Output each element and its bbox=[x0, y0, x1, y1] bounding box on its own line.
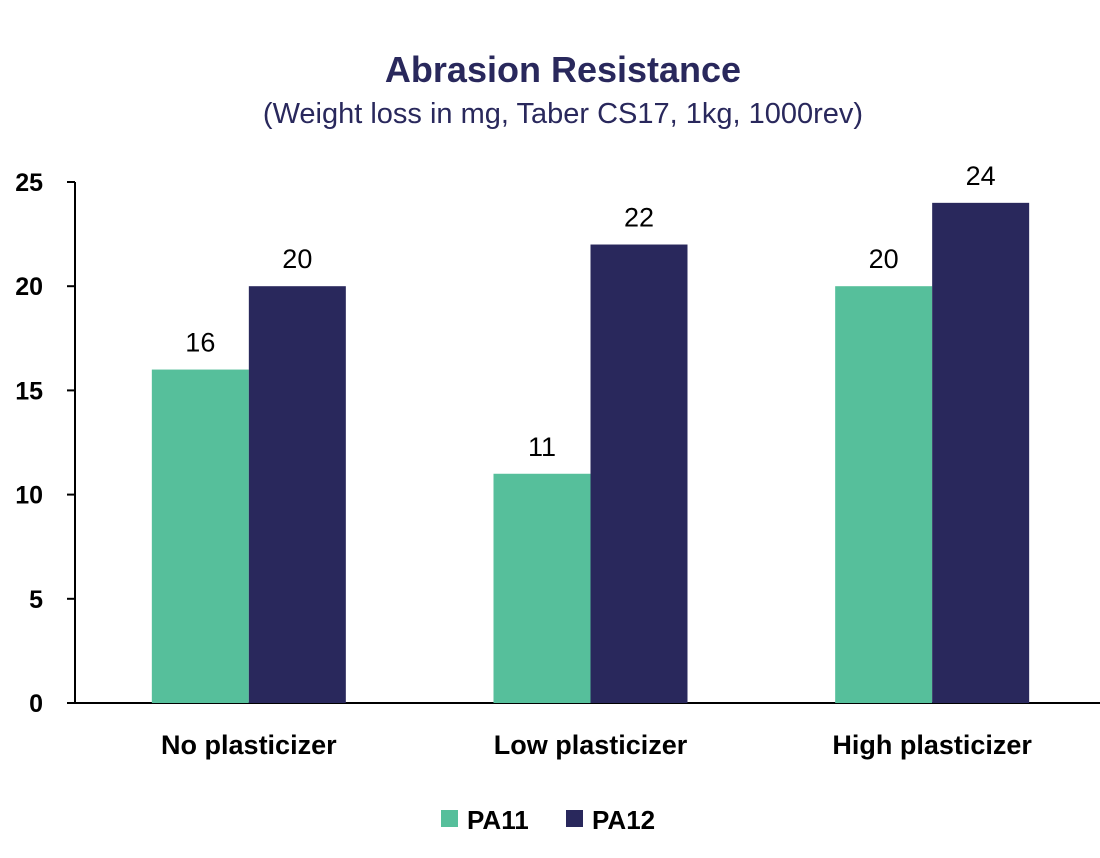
bar-pa11 bbox=[493, 473, 591, 703]
y-tick-label: 20 bbox=[15, 273, 43, 301]
chart-title: Abrasion Resistance bbox=[385, 49, 741, 90]
x-tick-label: High plasticizer bbox=[832, 730, 1032, 760]
y-tick-label: 10 bbox=[15, 482, 43, 510]
y-tick-label: 0 bbox=[29, 690, 43, 718]
data-labels-layer: 16 20 11 22 20 24 bbox=[185, 161, 995, 462]
data-label: 22 bbox=[624, 203, 654, 233]
data-label: 16 bbox=[185, 328, 215, 358]
legend-label-pa12: PA12 bbox=[592, 805, 655, 835]
data-label: 11 bbox=[528, 432, 556, 462]
legend-swatch-pa12 bbox=[566, 810, 583, 827]
bar-pa12 bbox=[932, 202, 1030, 703]
bar-pa12 bbox=[248, 286, 346, 703]
bar-pa11 bbox=[835, 286, 933, 703]
data-label: 20 bbox=[282, 244, 312, 274]
bars-layer bbox=[151, 202, 1030, 703]
axis-layer: 0 5 10 15 20 25 No plasticizer Low plasticizer H… bbox=[15, 169, 1100, 760]
y-tick-label: 25 bbox=[15, 169, 43, 197]
legend-swatch-pa11 bbox=[441, 810, 458, 827]
y-tick-label: 5 bbox=[29, 586, 43, 614]
bar-pa12 bbox=[590, 244, 688, 703]
x-tick-label: No plasticizer bbox=[161, 730, 337, 760]
y-tick-label: 15 bbox=[15, 377, 43, 405]
data-label: 24 bbox=[966, 161, 996, 191]
legend: PA11 PA12 bbox=[441, 805, 655, 835]
chart-subtitle: (Weight loss in mg, Taber CS17, 1kg, 100… bbox=[263, 98, 863, 130]
x-tick-label: Low plasticizer bbox=[494, 730, 688, 760]
bar-pa11 bbox=[151, 369, 249, 703]
legend-label-pa11: PA11 bbox=[467, 805, 529, 835]
data-label: 20 bbox=[869, 244, 899, 274]
